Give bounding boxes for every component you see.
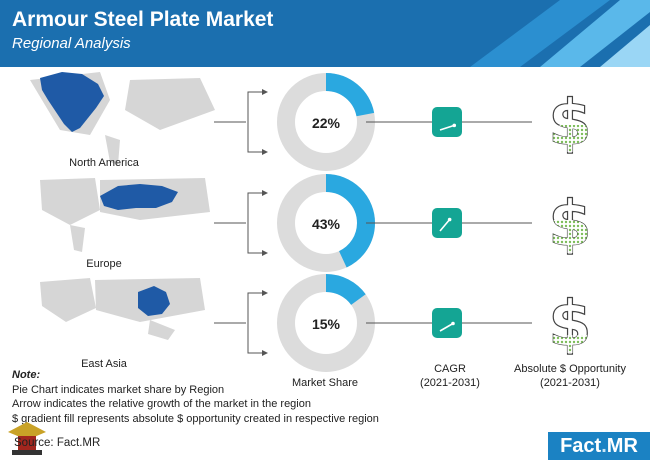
opportunity-label-line1: Absolute $ Opportunity bbox=[514, 363, 626, 375]
arrow-up-right-icon bbox=[439, 124, 455, 131]
donut-share-east-asia bbox=[277, 274, 375, 372]
region-label-east-asia: East Asia bbox=[81, 358, 128, 370]
arrow-tip-europe bbox=[447, 217, 452, 222]
arrowhead-top-east-asia bbox=[262, 290, 268, 296]
note-line-1: Pie Chart indicates market share by Regi… bbox=[12, 383, 225, 396]
dollar-fill-north-america: $ bbox=[548, 86, 591, 159]
cagr-column-label: CAGR (2021-2031) bbox=[405, 362, 495, 390]
bracket-east-asia bbox=[247, 292, 262, 354]
brand-logo-fact: Fact bbox=[560, 435, 602, 457]
cagr-label-line1: CAGR bbox=[434, 363, 466, 375]
arrowhead-top-europe bbox=[262, 190, 268, 196]
region-label-europe: Europe bbox=[86, 258, 121, 270]
brand-logo-mr: MR bbox=[606, 435, 638, 457]
arrowhead-top-north-america bbox=[262, 89, 268, 95]
market-share-column-label: Market Share bbox=[291, 377, 359, 389]
page-title: Armour Steel Plate Market bbox=[12, 8, 274, 31]
donut-share-north-america bbox=[277, 73, 375, 171]
emblem-logo bbox=[8, 422, 46, 455]
region-label-north-america: North America bbox=[69, 157, 140, 169]
arrowhead-bottom-east-asia bbox=[262, 350, 268, 356]
dollar-fill-europe: $ bbox=[548, 187, 591, 260]
opportunity-column-label: Absolute $ Opportunity (2021-2031) bbox=[500, 362, 640, 390]
header-banner: Armour Steel Plate Market Regional Analy… bbox=[0, 0, 650, 67]
source-text: Source: Fact.MR bbox=[14, 437, 101, 449]
dollar-icon: $ bbox=[548, 86, 591, 159]
opportunity-label-line2: (2021-2031) bbox=[540, 377, 600, 389]
brand-logo-dot: . bbox=[601, 435, 607, 457]
page-subtitle: Regional Analysis bbox=[12, 35, 131, 52]
donut-value-europe: 43% bbox=[312, 216, 341, 232]
bracket-europe bbox=[247, 192, 262, 254]
brand-logo: Fact.MR bbox=[548, 432, 650, 460]
region-map-north-america bbox=[40, 72, 104, 132]
arrow-up-right-icon bbox=[439, 218, 451, 232]
dollar-icon: $ bbox=[548, 187, 591, 260]
dollar-fill-east-asia: $ bbox=[548, 287, 591, 360]
donut-value-north-america: 22% bbox=[312, 115, 341, 131]
dollar-icon: $ bbox=[548, 287, 591, 360]
region-map-europe bbox=[100, 184, 178, 210]
arrow-tip-north-america bbox=[452, 123, 457, 128]
bracket-north-america bbox=[247, 91, 262, 153]
header-background bbox=[0, 0, 650, 67]
note-heading: Note: bbox=[12, 369, 41, 381]
note-line-2: Arrow indicates the relative growth of t… bbox=[12, 398, 311, 410]
note-block: Note: Pie Chart indicates market share b… bbox=[12, 368, 379, 426]
arrowhead-bottom-europe bbox=[262, 250, 268, 256]
cagr-tile-east-asia bbox=[432, 308, 462, 338]
arrowhead-bottom-north-america bbox=[262, 149, 268, 155]
arrow-tip-east-asia bbox=[451, 321, 455, 326]
world-map-east-asia bbox=[40, 278, 205, 340]
note-line-3: $ gradient fill represents absolute $ op… bbox=[12, 412, 379, 425]
cagr-tile-north-america bbox=[432, 107, 462, 137]
arrow-up-right-icon bbox=[439, 322, 454, 332]
cagr-label-line2: (2021-2031) bbox=[420, 377, 480, 389]
donut-value-east-asia: 15% bbox=[312, 316, 341, 332]
region-map-east-asia bbox=[138, 286, 170, 316]
